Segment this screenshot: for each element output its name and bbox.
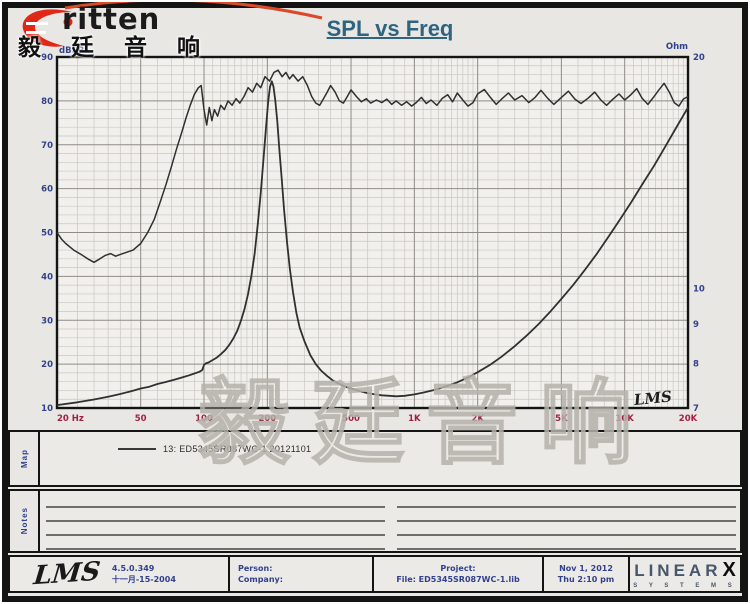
lms-version-date: 十一月-15-2004 [111, 575, 176, 584]
footer-lms-cell: LMS 4.5.0.349 十一月-15-2004 [8, 555, 230, 593]
svg-text:8: 8 [693, 359, 699, 369]
linearx-name: LINEAR [634, 561, 722, 580]
lms-version: 4.5.0.349 [111, 564, 155, 573]
svg-text:10: 10 [41, 404, 53, 414]
linearx-systems: S Y S T E M S [633, 583, 737, 589]
svg-text:20K: 20K [679, 414, 698, 424]
notes-rule [46, 534, 385, 536]
svg-text:10: 10 [693, 285, 705, 295]
svg-text:9: 9 [693, 320, 699, 330]
svg-text:Ohm: Ohm [666, 42, 688, 52]
svg-text:5K: 5K [555, 414, 568, 424]
notes-rule [397, 548, 736, 550]
svg-text:20 Hz: 20 Hz [57, 414, 84, 424]
linearx-x: X [722, 559, 736, 581]
svg-text:20: 20 [693, 53, 705, 63]
svg-text:1K: 1K [408, 414, 421, 424]
notes-rule [46, 506, 385, 508]
report-date: Nov 1, 2012 [559, 564, 613, 573]
lms-logo: LMS [32, 556, 102, 592]
map-side-strip: Map [10, 432, 40, 485]
svg-text:50: 50 [41, 229, 53, 239]
notes-label: Notes [19, 507, 29, 535]
footer-date-cell: Nov 1, 2012 Thu 2:10 pm [542, 555, 630, 593]
company-label: Company: [238, 575, 283, 584]
svg-text:100: 100 [195, 414, 213, 424]
person-label: Person: [238, 564, 273, 573]
footer: LMS 4.5.0.349 十一月-15-2004 Person: Compan… [8, 555, 742, 593]
footer-project-cell: Project: File: ED5345SR087WC-1.lib [372, 555, 544, 593]
notes-rule [397, 534, 736, 536]
svg-text:2K: 2K [471, 414, 484, 424]
svg-text:80: 80 [41, 97, 53, 107]
svg-text:20: 20 [41, 360, 53, 370]
svg-text:500: 500 [342, 414, 360, 424]
svg-text:LMS: LMS [632, 387, 673, 409]
svg-text:200: 200 [258, 414, 276, 424]
svg-text:dBSPL: dBSPL [59, 46, 90, 56]
svg-text:40: 40 [41, 272, 53, 282]
legend-text: 13: ED5345SR087WC-1 20121101 [163, 444, 312, 454]
svg-text:90: 90 [41, 53, 53, 63]
notes-rule [397, 506, 736, 508]
svg-text:60: 60 [41, 185, 53, 195]
chart-title: SPL vs Freq [326, 16, 454, 41]
legend-entry: 13: ED5345SR087WC-1 20121101 [118, 444, 311, 454]
project-label: Project: [440, 564, 476, 573]
notes-rule [46, 520, 385, 522]
report-time: Thu 2:10 pm [557, 575, 615, 584]
footer-person-cell: Person: Company: [228, 555, 374, 593]
map-label: Map [19, 449, 29, 468]
footer-linearx-cell: LINEAR X S Y S T E M S [628, 555, 742, 593]
notes-side-strip: Notes [10, 491, 40, 551]
notes-rule [397, 520, 736, 522]
svg-text:50: 50 [135, 414, 147, 424]
file-label: File: ED5345SR087WC-1.lib [396, 575, 520, 584]
svg-text:70: 70 [41, 141, 53, 151]
svg-text:10K: 10K [615, 414, 634, 424]
notes-section: Notes [8, 489, 742, 553]
svg-text:30: 30 [41, 316, 53, 326]
svg-text:7: 7 [693, 404, 699, 414]
map-section: Map 13: ED5345SR087WC-1 20121101 [8, 430, 742, 487]
legend-line-sample [118, 448, 156, 450]
notes-rule [46, 548, 385, 550]
notes-ruled-lines [46, 497, 736, 550]
